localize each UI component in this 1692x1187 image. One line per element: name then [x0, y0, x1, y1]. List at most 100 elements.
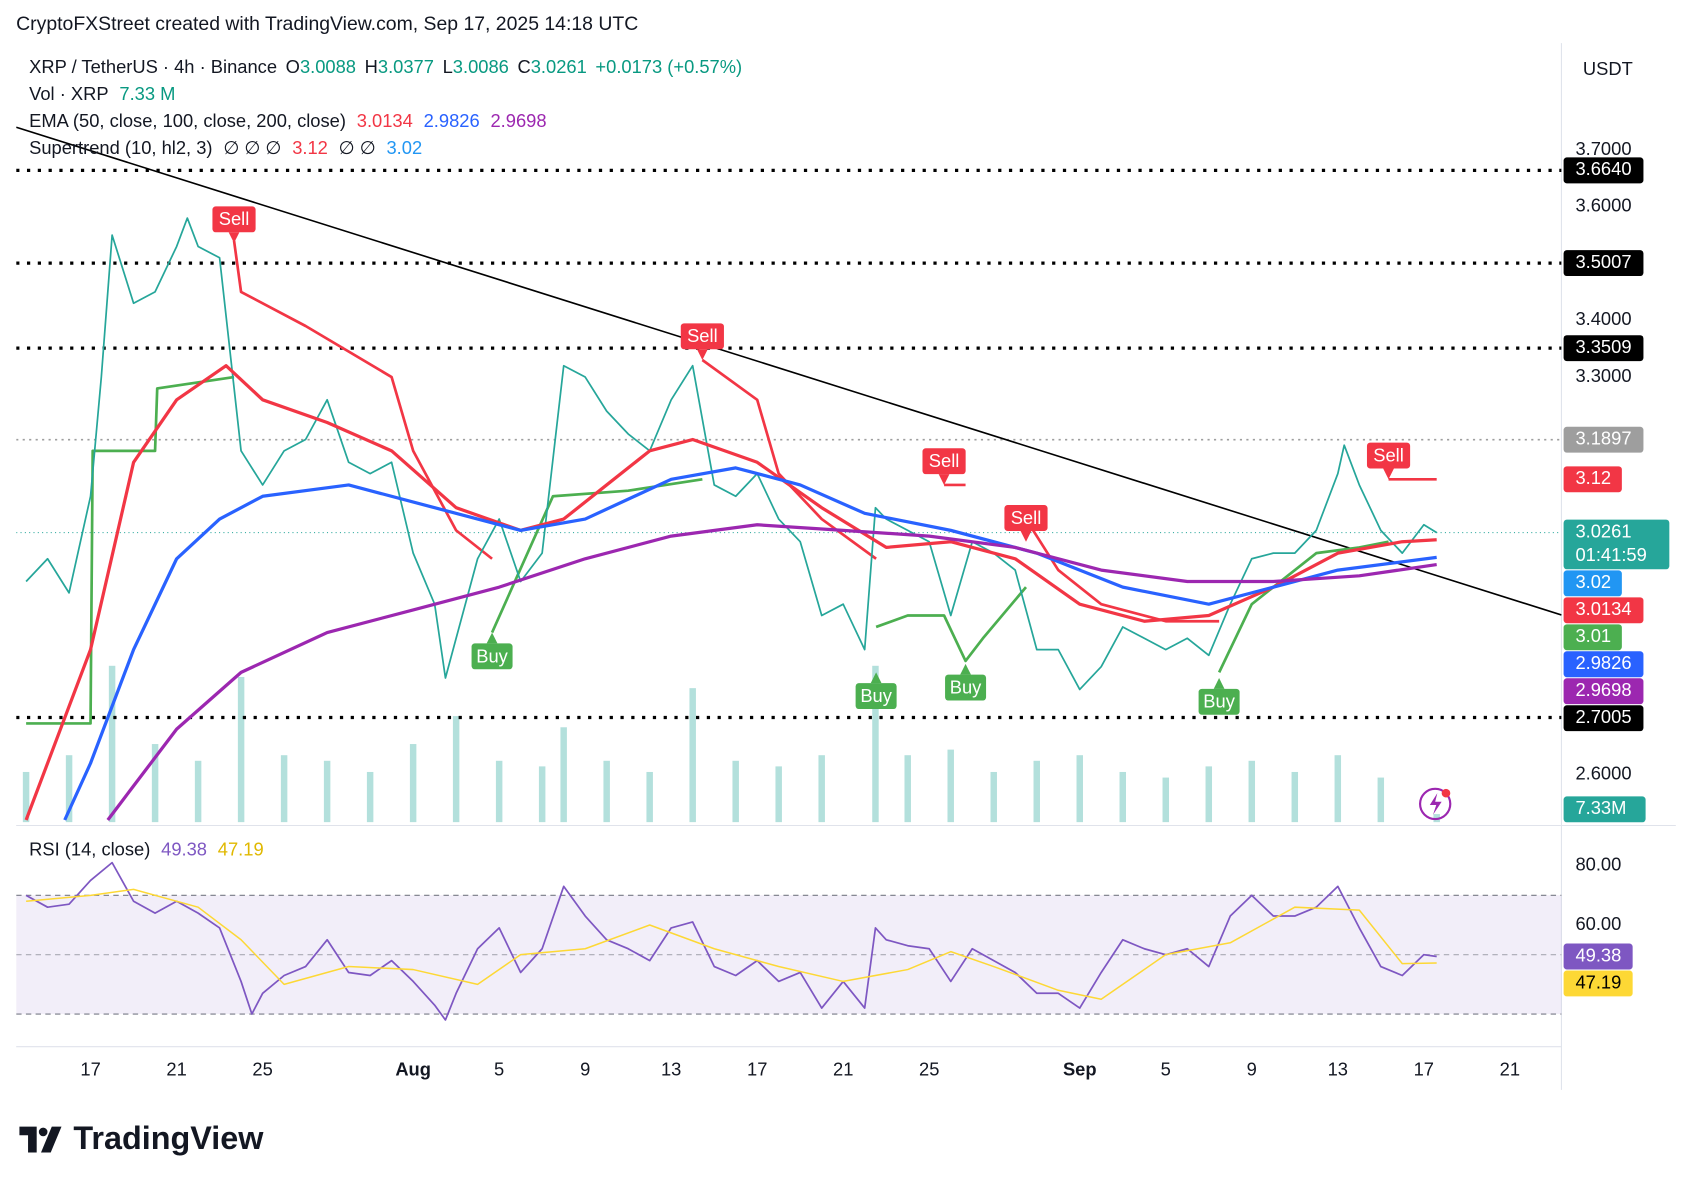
x-tick-label: 21	[1500, 1058, 1520, 1079]
price-tag	[1563, 970, 1633, 997]
signal-pointer	[696, 349, 708, 361]
volume-bar	[947, 749, 954, 823]
volume-bar	[237, 676, 245, 823]
x-tick-label: 17	[747, 1058, 767, 1079]
signal-pointer	[486, 632, 498, 644]
legend-line: Supertrend (10, hl2, 3) ∅ ∅ ∅ 3.12 ∅ ∅ 3.02	[29, 137, 422, 158]
signal-pointer	[1020, 530, 1032, 542]
volume-bar	[990, 771, 997, 823]
supertrend-label: Supertrend (10, hl2, 3)	[29, 137, 212, 158]
series-line	[106, 523, 1437, 821]
price-tag	[1563, 624, 1622, 651]
price-pane	[16, 126, 1562, 823]
logo-icon	[19, 1126, 62, 1153]
volume-bar	[689, 688, 696, 823]
x-tick-label: 17	[1414, 1058, 1434, 1079]
signal-box	[471, 643, 513, 670]
x-tick-label: 21	[833, 1058, 853, 1079]
y-tick-label: 3.7000	[1575, 138, 1631, 159]
price-tag-label: 2.9698	[1575, 679, 1631, 700]
supertrend-value: 3.12	[292, 137, 328, 158]
signal-label: Sell	[929, 450, 960, 471]
volume-bar	[22, 771, 30, 823]
ohlc-value: 3.0377	[378, 56, 434, 77]
trendline	[16, 126, 1562, 616]
volume-bar	[1248, 760, 1256, 823]
price-tag-label: 47.19	[1575, 971, 1621, 992]
logo-text: TradingView	[73, 1120, 264, 1156]
ohlc-label: O	[286, 56, 300, 77]
legend-line: RSI (14, close) 49.38 47.19	[29, 838, 264, 859]
ohlc-label: C	[517, 56, 530, 77]
volume-bar	[538, 766, 546, 823]
y-tick-label: 2.6000	[1575, 762, 1631, 783]
supertrend-empty: ∅ ∅	[339, 137, 376, 158]
ohlc-value: 3.0086	[453, 56, 509, 77]
alert-bolt	[1429, 793, 1442, 815]
volume-bar	[194, 760, 202, 823]
price-tag-label: 2.9826	[1575, 652, 1631, 673]
price-tag-label: 3.0134	[1575, 598, 1631, 619]
x-tick-label: 9	[580, 1058, 590, 1079]
price-tag-label: 3.0261	[1575, 520, 1631, 541]
x-tick-label: Aug	[395, 1058, 431, 1079]
x-tick-label: 21	[166, 1058, 186, 1079]
volume-bar	[1162, 777, 1170, 823]
volume-bar	[1377, 777, 1385, 823]
signal-box	[1366, 442, 1411, 469]
volume-bar	[1334, 755, 1342, 823]
signal-label: Buy	[950, 676, 982, 697]
price-tag	[1563, 943, 1633, 970]
price-tag-label: 3.1897	[1575, 428, 1631, 449]
volume-label: Vol · XRP	[29, 83, 108, 104]
ohlc-label: L	[443, 56, 453, 77]
x-tick-label: 9	[1247, 1058, 1257, 1079]
alert-icon	[1418, 787, 1452, 821]
alert-dot	[1441, 788, 1451, 798]
volume-bar	[1119, 771, 1126, 823]
symbol: XRP / TetherUS · 4h · Binance	[29, 56, 277, 77]
price-tag-label: 3.12	[1575, 467, 1611, 488]
price-tag-label: 3.5007	[1575, 251, 1631, 272]
supertrend-up	[26, 375, 1389, 725]
volume-bar	[904, 755, 911, 823]
series-line	[24, 364, 1437, 821]
legend-line: EMA (50, close, 100, close, 200, close) 3…	[29, 110, 546, 131]
volume-bar	[732, 760, 739, 823]
price-tag	[1563, 705, 1644, 732]
volume-bar	[65, 755, 73, 823]
volume-tag	[1563, 796, 1646, 823]
logo: TradingView	[19, 1120, 264, 1156]
supertrend-value: 3.02	[386, 137, 422, 158]
price-tag-label: 49.38	[1575, 944, 1621, 965]
volume-bar	[323, 760, 331, 823]
price-tag	[1563, 250, 1644, 277]
volume-value: 7.33 M	[119, 83, 175, 104]
volume-bar	[1291, 771, 1299, 823]
price-tag	[1563, 570, 1622, 597]
countdown: 01:41:59	[1575, 544, 1646, 565]
y-tick-label: 3.6000	[1575, 195, 1631, 216]
signal-box	[922, 448, 966, 475]
y-tick-label: 80.00	[1575, 853, 1621, 874]
y-tick-label: 60.00	[1575, 913, 1621, 934]
legend-line: Vol · XRP 7.33 M	[29, 83, 175, 104]
price-tag-label: 3.6640	[1575, 158, 1631, 179]
volume-bar	[560, 727, 567, 823]
signal-box	[855, 683, 897, 710]
price-tag	[1563, 157, 1644, 184]
volume-bar	[108, 665, 116, 823]
logo-icon	[38, 1127, 48, 1137]
series-line	[26, 888, 1437, 1000]
price-tag-label: 3.01	[1575, 625, 1611, 646]
series-line	[25, 217, 1438, 691]
signal-pointer	[938, 474, 950, 485]
price-tag-label: 3.3509	[1575, 336, 1631, 357]
signal-pointer	[1383, 468, 1394, 480]
supertrend-empty: ∅ ∅ ∅	[223, 137, 281, 158]
price-tag	[1563, 519, 1670, 570]
signal-label: Sell	[1011, 507, 1042, 528]
volume-bar	[151, 744, 159, 823]
